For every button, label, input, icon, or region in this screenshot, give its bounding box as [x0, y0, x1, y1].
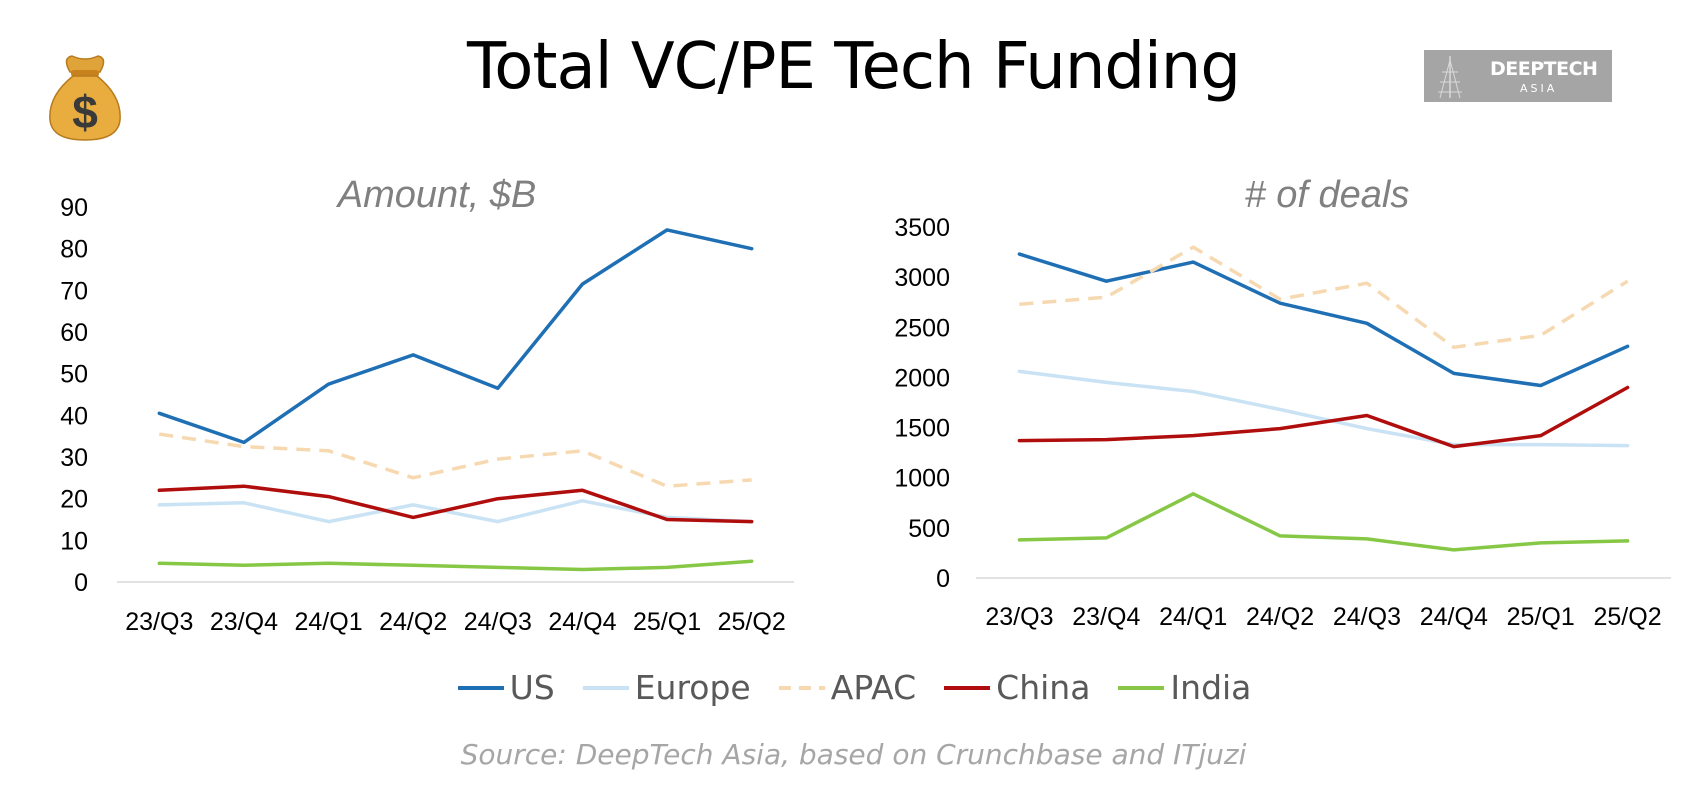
- x-tick-label: 25/Q2: [718, 608, 786, 636]
- x-tick-label: 23/Q3: [985, 603, 1053, 631]
- y-tick-label: 70: [60, 277, 88, 305]
- chart-title: Amount, $B: [336, 174, 537, 216]
- y-tick-label: 50: [60, 361, 88, 389]
- x-tick-label: 24/Q1: [1159, 603, 1227, 631]
- x-tick-label: 24/Q2: [1246, 603, 1314, 631]
- x-tick-label: 25/Q1: [1507, 603, 1575, 631]
- x-tick-label: 23/Q4: [1072, 603, 1140, 631]
- y-tick-label: 1500: [894, 415, 950, 443]
- legend-swatch: [778, 685, 825, 690]
- y-tick-label: 0: [74, 569, 88, 597]
- series-line-china: [157, 484, 754, 524]
- money-bag-icon: $: [49, 55, 121, 141]
- legend-item-europe: Europe: [581, 668, 751, 707]
- y-tick-label: 30: [60, 444, 88, 472]
- series-line-us: [1017, 252, 1630, 388]
- legend-item-india: India: [1116, 668, 1251, 707]
- series-line-europe: [1017, 369, 1630, 448]
- page-title: Total VC/PE Tech Funding: [467, 30, 1241, 104]
- y-tick-label: 1000: [894, 465, 950, 493]
- tower-logo-icon: [1438, 56, 1462, 99]
- y-tick-label: 3500: [894, 214, 950, 242]
- x-tick-label: 24/Q1: [295, 608, 363, 636]
- legend-item-apac: APAC: [777, 668, 916, 707]
- y-tick-label: 60: [60, 319, 88, 347]
- legend-swatch: [1118, 685, 1165, 690]
- y-tick-label: 500: [908, 515, 950, 543]
- svg-text:$: $: [72, 86, 98, 138]
- y-tick-label: 2500: [894, 314, 950, 342]
- legend-item-us: US: [456, 668, 555, 707]
- y-tick-label: 10: [60, 527, 88, 555]
- x-tick-label: 23/Q3: [125, 608, 193, 636]
- logo-text: DEEPTECH: [1490, 58, 1598, 80]
- legend-swatch: [582, 685, 629, 690]
- series-line-us: [157, 228, 754, 445]
- source-note: Source: DeepTech Asia, based on Crunchba…: [460, 738, 1247, 771]
- y-tick-label: 0: [936, 565, 950, 593]
- chart-2: # of deals 0 500 1000 1500 2000 2500 3000 3500 23…: [894, 174, 1671, 631]
- x-tick-label: 24/Q4: [1420, 603, 1488, 631]
- x-tick-label: 24/Q3: [464, 608, 532, 636]
- y-tick-label: 3000: [894, 264, 950, 292]
- x-tick-label: 25/Q2: [1594, 603, 1662, 631]
- y-tick-label: 90: [60, 194, 88, 222]
- x-tick-label: 23/Q4: [210, 608, 278, 636]
- series-line-apac: [159, 432, 752, 488]
- series-line-china: [1017, 385, 1630, 449]
- x-tick-label: 24/Q2: [379, 608, 447, 636]
- legend-item-china: China: [942, 668, 1090, 707]
- series-line-apac: [1019, 245, 1629, 350]
- x-tick-label: 25/Q1: [633, 608, 701, 636]
- chart-1: Amount, $B 0 10 20 30 40 50 60 70 80 90 23/Q3 23/Q4 2…: [60, 174, 794, 636]
- x-tick-label: 24/Q3: [1333, 603, 1401, 631]
- series-line-india: [1017, 492, 1630, 552]
- legend-swatch: [457, 685, 504, 690]
- y-tick-label: 40: [60, 402, 88, 430]
- legend-label: India: [1170, 668, 1252, 707]
- company-logo: DEEPTECH ASIA: [1424, 50, 1612, 102]
- series-line-india: [157, 559, 754, 572]
- legend-label: APAC: [830, 668, 917, 707]
- logo-subtext: ASIA: [1520, 82, 1558, 95]
- legend-label: US: [509, 668, 555, 707]
- y-tick-label: 80: [60, 236, 88, 264]
- legend: US Europe APAC China India: [0, 668, 1707, 707]
- legend-label: Europe: [634, 668, 751, 707]
- legend-label: China: [996, 668, 1091, 707]
- y-tick-label: 2000: [894, 364, 950, 392]
- y-tick-label: 20: [60, 486, 88, 514]
- x-tick-label: 24/Q4: [548, 608, 616, 636]
- legend-swatch: [944, 685, 991, 690]
- chart-title: # of deals: [1245, 174, 1410, 216]
